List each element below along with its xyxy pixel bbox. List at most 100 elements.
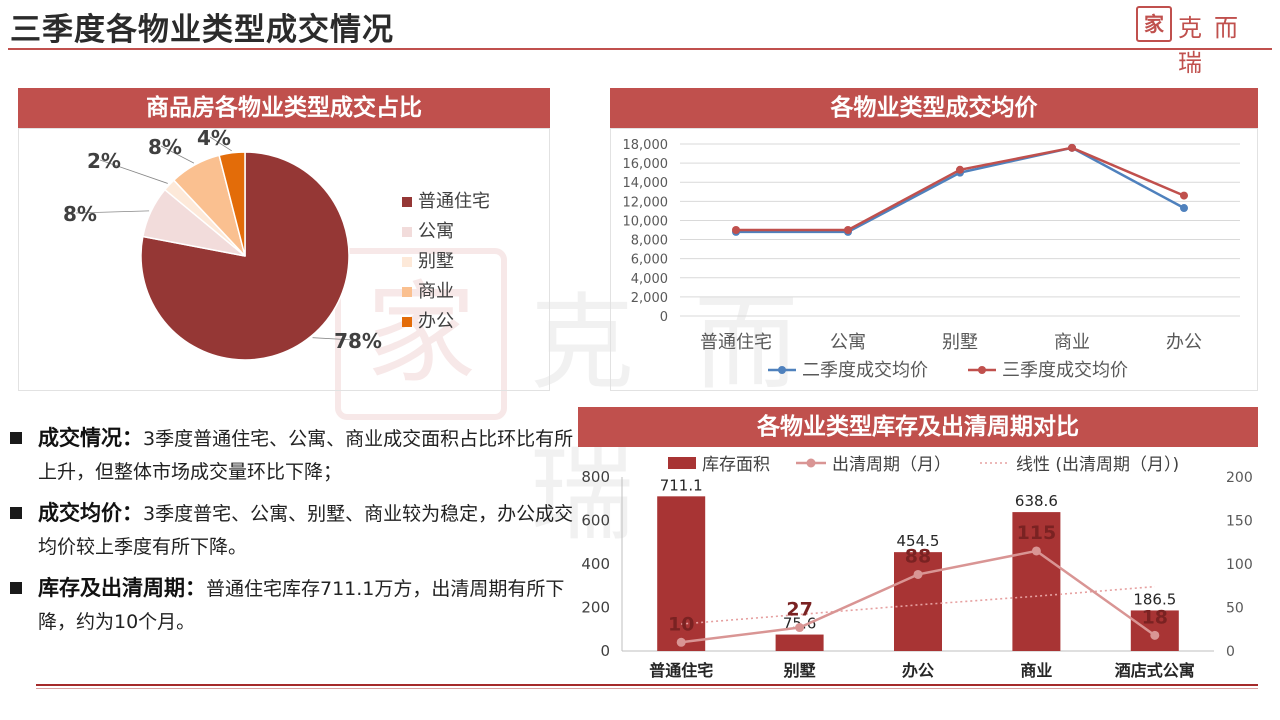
cycle-point [1031, 546, 1041, 556]
line-point [956, 165, 964, 174]
bullet-heading: 成交均价： [38, 501, 143, 525]
pie-leader-line [209, 136, 232, 152]
line-ytick-label: 0 [660, 310, 668, 325]
pie-legend-label: 公寓 [418, 221, 454, 242]
inventory-value-label: 711.1 [660, 476, 703, 494]
bar-legend-label: 库存面积 [702, 455, 770, 475]
cycle-point [1150, 630, 1160, 640]
bar-xtick-label: 商业 [1020, 661, 1052, 680]
pie-panel-header: 商品房各物业类型成交占比 [18, 88, 550, 128]
pie-leader-line [312, 337, 355, 341]
bar-left-ytick-label: 200 [581, 599, 610, 617]
bullet-heading: 成交情况： [38, 426, 143, 450]
pie-legend-swatch [402, 227, 412, 237]
cycle-point [676, 637, 686, 647]
line-xtick-label: 办公 [1166, 332, 1202, 353]
bar-left-ytick-label: 0 [600, 642, 610, 660]
line-xtick-label: 公寓 [830, 332, 866, 353]
footer-divider [36, 684, 1258, 686]
pie-legend-swatch [402, 317, 412, 327]
line-xtick-label: 商业 [1054, 332, 1090, 353]
cycle-value-label: 18 [1142, 606, 1168, 628]
pie-legend-swatch [402, 197, 412, 207]
bar-left-ytick-label: 400 [581, 555, 610, 573]
line-ytick-label: 16,000 [623, 157, 669, 172]
pie-value-label: 78% [334, 329, 382, 353]
line-legend-label: 二季度成交均价 [802, 360, 928, 381]
bar-xtick-label: 别墅 [783, 661, 816, 680]
bar-left-ytick-label: 800 [581, 468, 610, 486]
pie-value-label: 2% [87, 149, 121, 173]
line-ytick-label: 10,000 [623, 214, 669, 229]
inventory-value-label: 638.6 [1015, 492, 1058, 510]
pie-slice [218, 151, 246, 257]
line-point [844, 226, 852, 234]
pie-value-label: 8% [148, 135, 182, 159]
pie-legend-label: 普通住宅 [418, 191, 490, 212]
inventory-value-label: 186.5 [1133, 590, 1176, 608]
title-divider [8, 48, 1272, 50]
line-legend-marker [778, 366, 786, 374]
pie-panel [18, 128, 550, 391]
pie-legend-label: 商业 [418, 281, 454, 302]
line-xtick-label: 普通住宅 [700, 332, 772, 353]
brand-logo: 家 克而瑞 [1136, 6, 1276, 77]
bar-right-ytick-label: 200 [1226, 470, 1253, 486]
cycle-value-label: 27 [786, 599, 812, 621]
line-point [732, 226, 740, 234]
cycle-value-label: 88 [905, 545, 931, 567]
line-ytick-label: 8,000 [631, 234, 668, 249]
pie-leader-line [160, 145, 195, 164]
line-ytick-label: 12,000 [623, 195, 669, 210]
line-ytick-label: 2,000 [631, 291, 668, 306]
bar-xtick-label: 普通住宅 [649, 661, 713, 680]
bullet-text: 3季度普宅、公寓、别墅、商业较为稳定，办公成交均价较上季度有所下降。 [38, 503, 574, 558]
cycle-legend-marker [806, 458, 816, 468]
inventory-bar [657, 496, 706, 651]
line-chart: 0 2,000 4,000 6,000 8,000 10,000 12,000 14,000 1… [623, 138, 1240, 381]
logo-seal-icon: 家 [1136, 6, 1172, 42]
bullet-item: 成交均价：3季度普宅、公寓、别墅、商业较为稳定，办公成交均价较上季度有所下降。 [10, 497, 585, 564]
trend-legend-label: 线性 (出清周期（月）) [1016, 455, 1179, 475]
inventory-bar [1130, 610, 1179, 651]
pie-legend-label: 办公 [418, 311, 454, 332]
bullet-square-icon [10, 582, 22, 594]
bar-panel-header: 各物业类型库存及出清周期对比 [578, 407, 1258, 447]
cycle-point [913, 569, 923, 579]
bullet-item: 库存及出清周期：普通住宅库存711.1万方，出清周期有所下降，约为10个月。 [10, 572, 585, 639]
bullet-item: 成交情况：3季度普通住宅、公寓、商业成交面积占比环比有所上升，但整体市场成交量环… [10, 422, 585, 489]
footer-divider-thin [36, 688, 1258, 689]
line-xtick-label: 别墅 [942, 332, 978, 353]
bar-xtick-label: 酒店式公寓 [1115, 661, 1195, 680]
line-legend-label: 三季度成交均价 [1002, 360, 1128, 381]
line-legend-marker [978, 366, 986, 374]
bullet-heading: 库存及出清周期： [38, 576, 206, 600]
line-point [1180, 204, 1188, 213]
cycle-value-label: 115 [1017, 522, 1057, 544]
bullet-square-icon [10, 507, 22, 519]
line-series [736, 146, 1185, 232]
bar-right-ytick-label: 0 [1226, 644, 1235, 660]
logo-text: 克而瑞 [1178, 14, 1250, 77]
trend-line [681, 585, 1155, 625]
inventory-bar [1012, 512, 1061, 651]
inventory-bar [894, 552, 942, 651]
cycle-point [795, 623, 805, 633]
line-ytick-label: 4,000 [631, 272, 668, 287]
pie-leader-line [99, 159, 168, 184]
line-ytick-label: 18,000 [623, 138, 669, 153]
page-title: 三季度各物业类型成交情况 [10, 12, 394, 48]
bar-chart: 0200400600800050100150200711.175.6454.56… [581, 455, 1253, 680]
bar-right-ytick-label: 150 [1226, 514, 1253, 530]
bar-left-ytick-label: 600 [581, 512, 610, 530]
line-point [1180, 191, 1188, 200]
bullet-text: 3季度普通住宅、公寓、商业成交面积占比环比有所上升，但整体市场成交量环比下降； [38, 428, 574, 483]
inventory-bar [775, 634, 824, 651]
pie-legend-swatch [402, 257, 412, 267]
bar-right-ytick-label: 50 [1226, 601, 1244, 617]
line-ytick-label: 6,000 [631, 253, 668, 268]
inventory-value-label: 454.5 [897, 532, 940, 550]
pie-legend-swatch [402, 287, 412, 297]
pie-value-label: 4% [197, 126, 231, 150]
